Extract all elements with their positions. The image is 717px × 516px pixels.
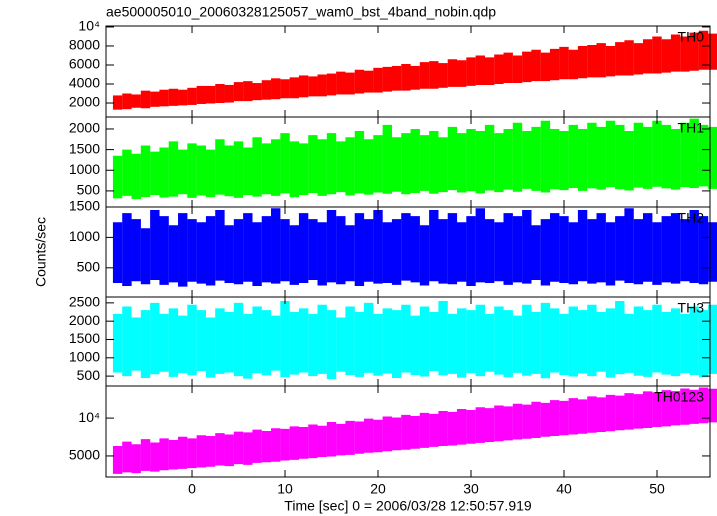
x-tick-label: 40 xyxy=(556,481,572,497)
y-tick-label: 500 xyxy=(77,182,101,198)
y-tick-label: 6000 xyxy=(69,56,100,72)
y-tick-label: 1000 xyxy=(69,161,100,177)
series-label: TH0 xyxy=(678,29,705,45)
y-tick-label: 2000 xyxy=(69,312,100,328)
x-tick-label: 0 xyxy=(188,481,196,497)
y-tick-label: 4000 xyxy=(69,75,100,91)
y-tick-label: 10⁴ xyxy=(78,409,100,425)
y-tick-label: 2000 xyxy=(69,120,100,136)
x-axis-label: Time [sec] 0 = 2006/03/28 12:50:57.919 xyxy=(284,498,532,514)
x-tick-label: 50 xyxy=(649,481,665,497)
panel-frame xyxy=(105,385,711,478)
y-tick-label: 5000 xyxy=(69,447,100,463)
series-label: TH2 xyxy=(678,210,705,226)
series-label: TH3 xyxy=(678,300,705,316)
y-tick-label: 8000 xyxy=(69,37,100,53)
y-tick-label: 2500 xyxy=(69,294,100,310)
x-tick-label: 30 xyxy=(463,481,479,497)
x-tick-label: 20 xyxy=(370,481,386,497)
series-label: TH0123 xyxy=(654,389,704,405)
y-tick-label: 500 xyxy=(77,367,101,383)
y-tick-label: 500 xyxy=(77,259,101,275)
y-tick-label: 1500 xyxy=(69,140,100,156)
chart-title: ae500005010_20060328125057_wam0_bst_4ban… xyxy=(106,4,496,20)
x-tick-label: 10 xyxy=(277,481,293,497)
y-tick-label: 1500 xyxy=(69,198,100,214)
y-tick-label: 1500 xyxy=(69,330,100,346)
series-label: TH1 xyxy=(678,120,705,136)
y-tick-label: 1000 xyxy=(69,349,100,365)
y-tick-label: 2000 xyxy=(69,94,100,110)
y-axis-label: Counts/sec xyxy=(33,217,49,287)
y-tick-label: 1000 xyxy=(69,228,100,244)
y-tick-label: 10⁴ xyxy=(78,18,100,34)
